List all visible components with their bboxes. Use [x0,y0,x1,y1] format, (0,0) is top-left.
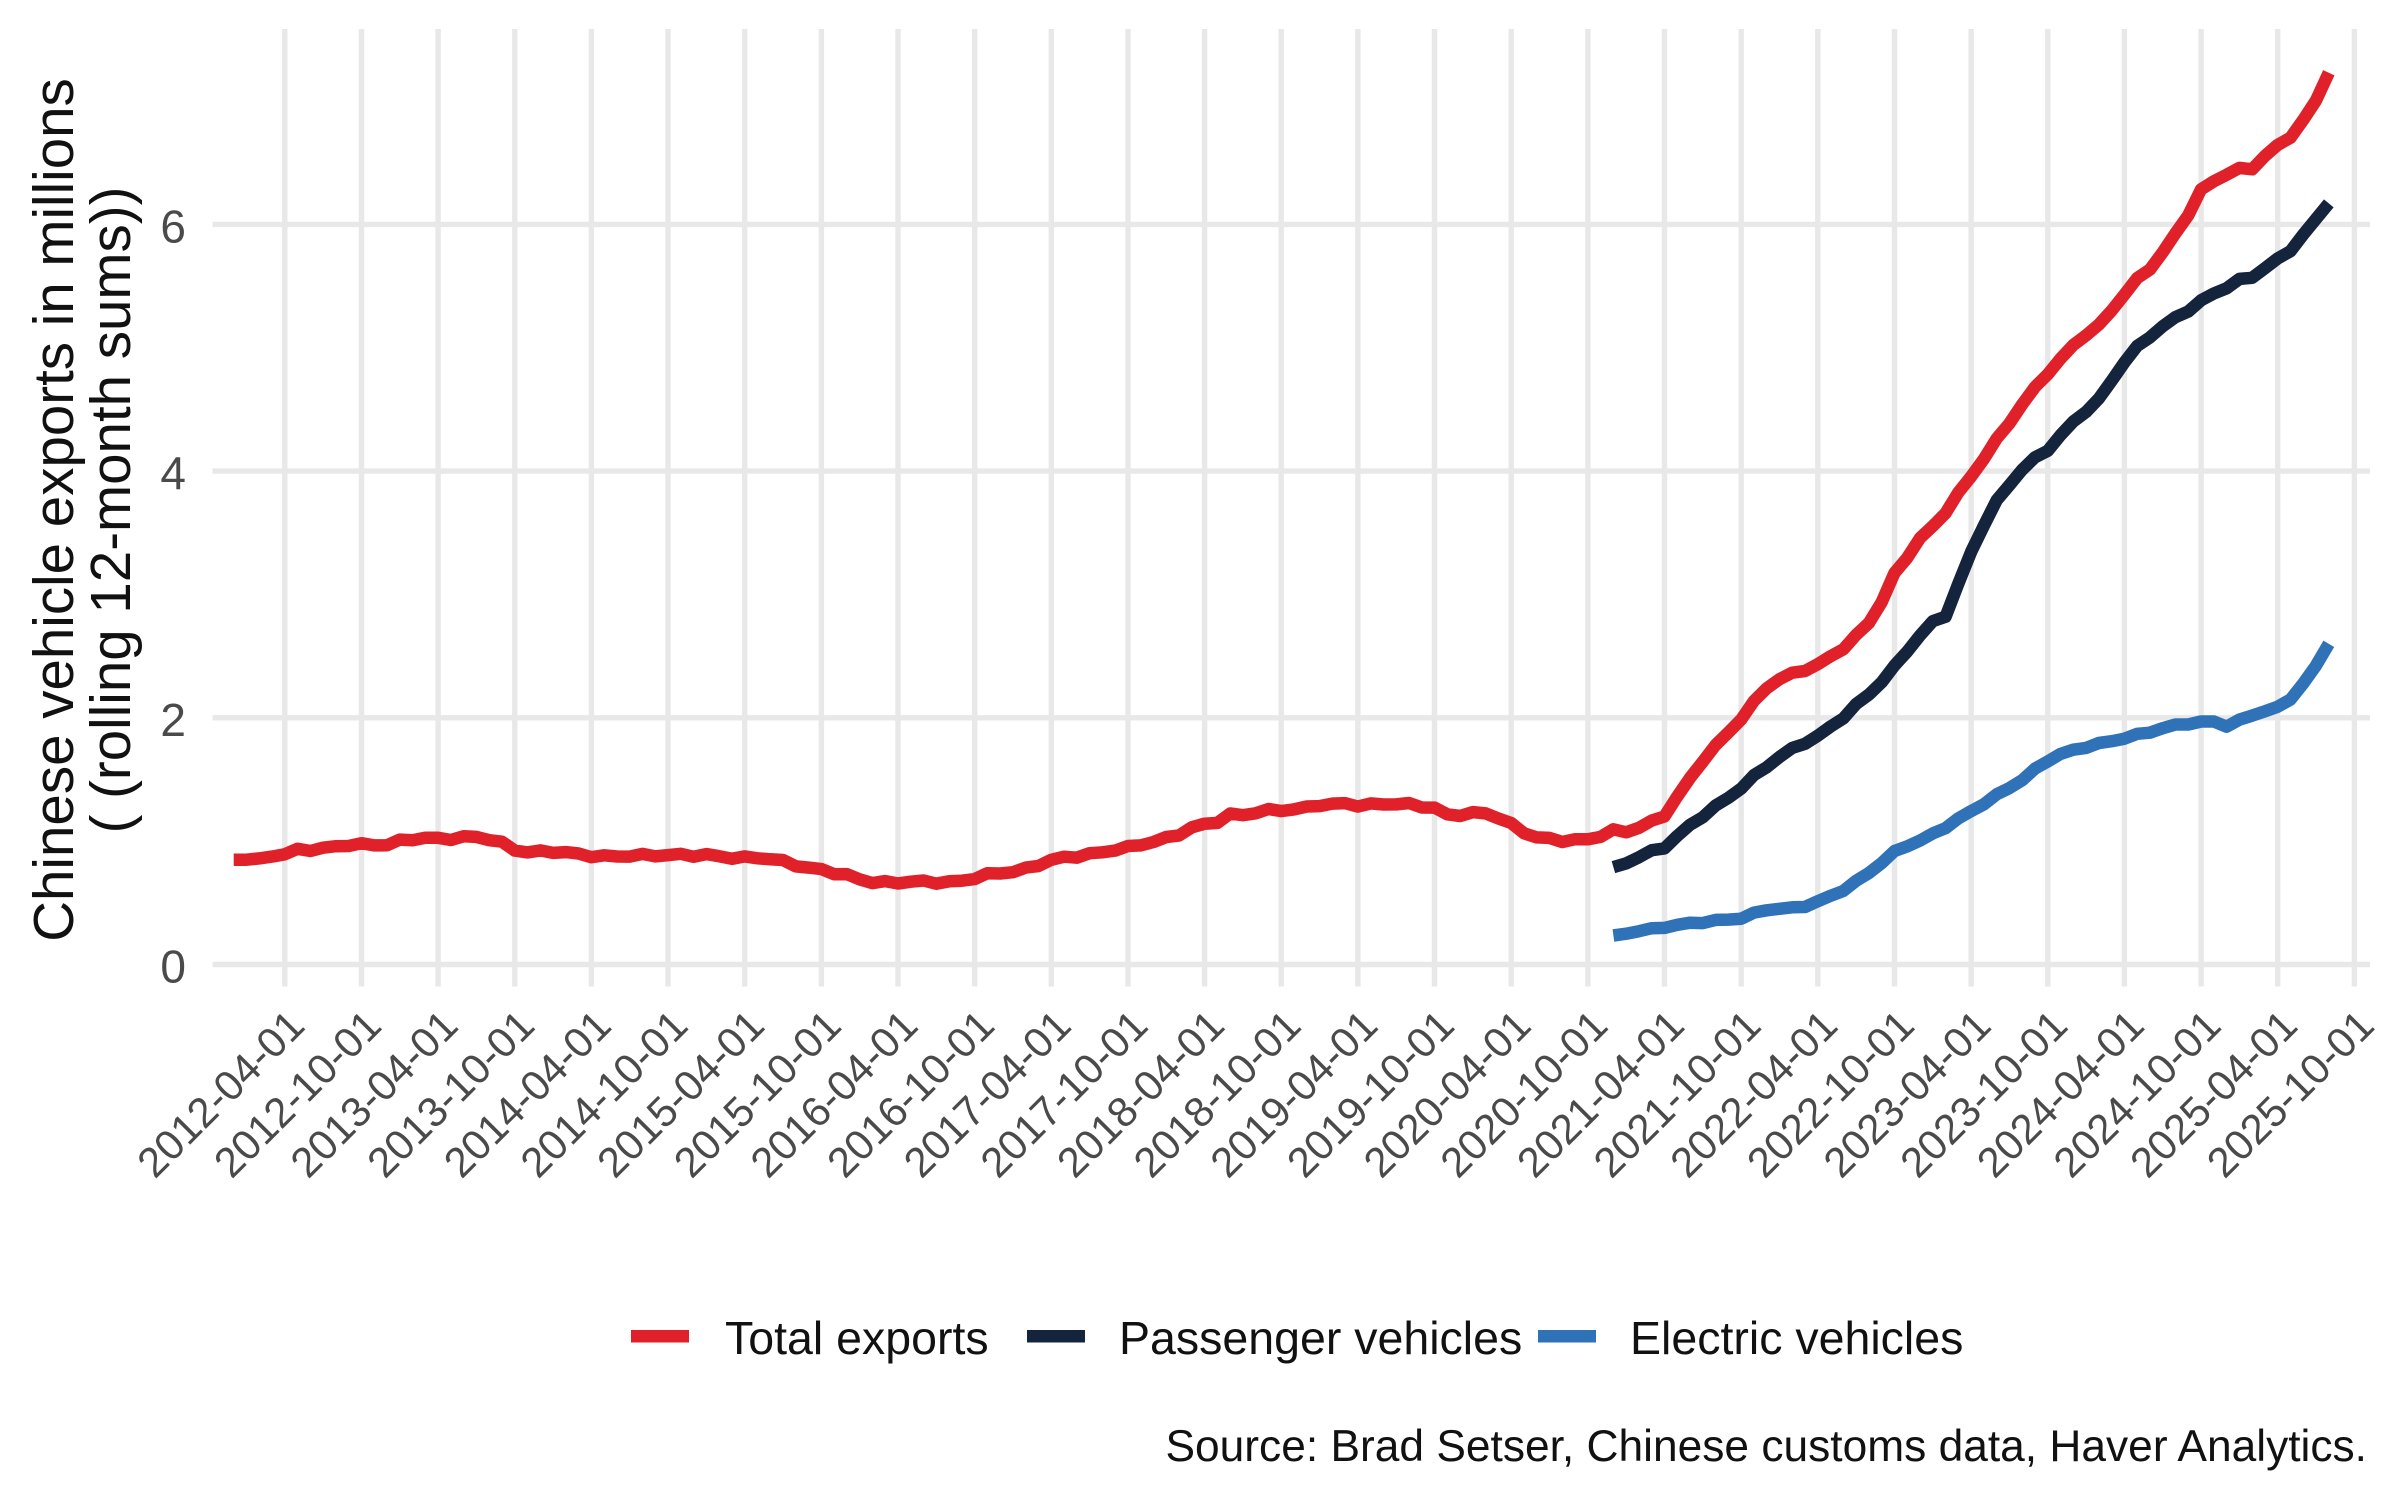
svg-text:Passenger vehicles: Passenger vehicles [1119,1312,1522,1364]
svg-text:4: 4 [160,447,186,499]
svg-text:Source: Brad Setser, Chinese c: Source: Brad Setser, Chinese customs dat… [1165,1422,2367,1471]
svg-text:( (rolling 12-month sums)): ( (rolling 12-month sums)) [79,187,142,834]
svg-text:0: 0 [160,941,186,993]
svg-text:Total exports: Total exports [725,1312,989,1364]
svg-text:Electric vehicles: Electric vehicles [1630,1312,1963,1364]
svg-text:Chinese vehicle exports in mil: Chinese vehicle exports in millions [22,78,85,942]
svg-text:2: 2 [160,694,186,746]
svg-text:6: 6 [160,200,186,252]
